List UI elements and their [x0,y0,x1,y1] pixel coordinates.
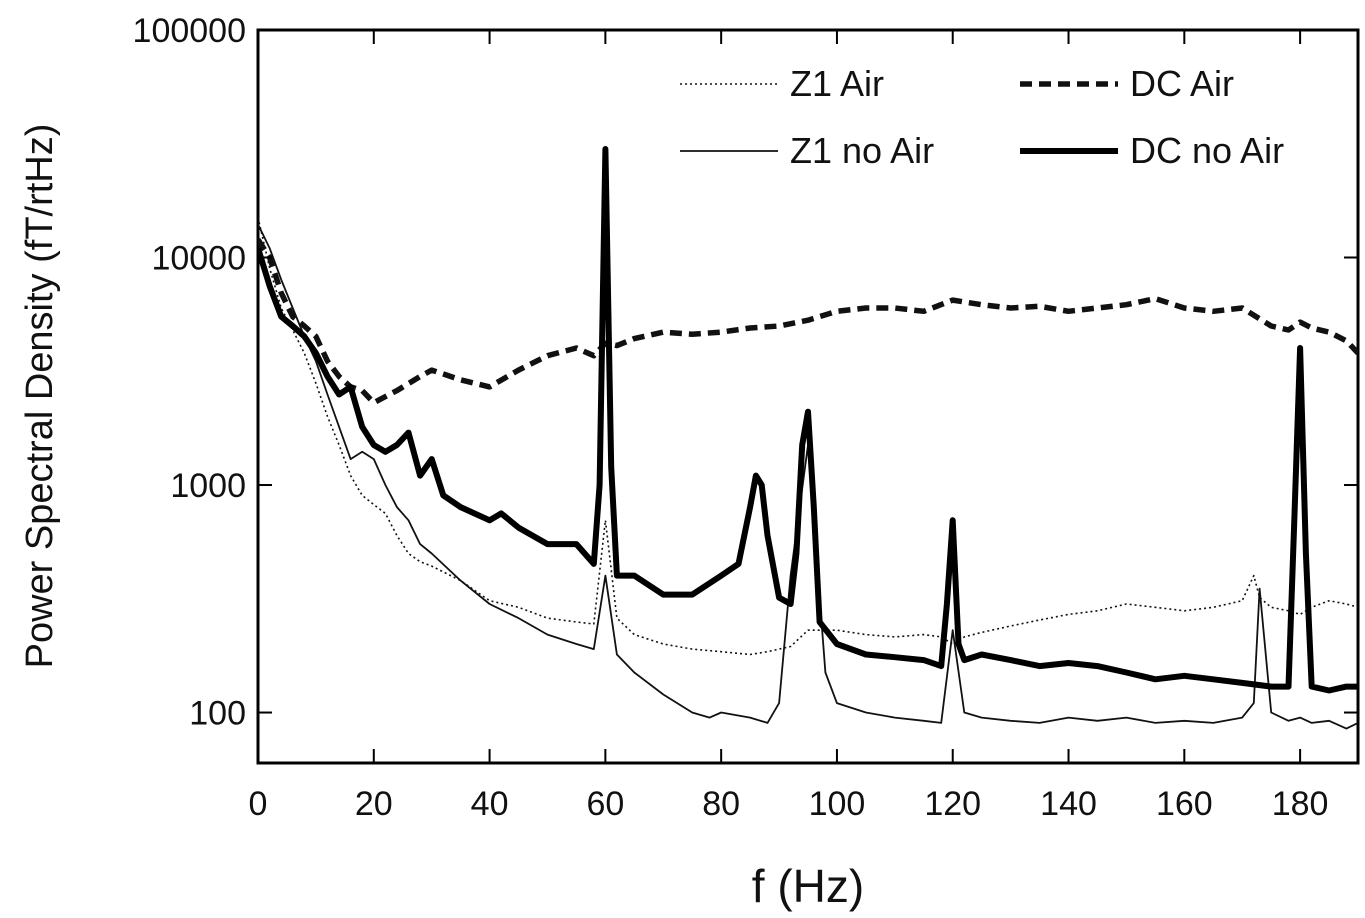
y-tick-label: 1000 [170,467,246,505]
series-layer [258,146,1358,730]
x-axis-title: f (Hz) [752,860,864,912]
y-tick-label: 100 [189,695,246,733]
y-axis-ticks: 100 1000 10000 100000 [133,12,1358,733]
y-axis-title: Power Spectral Density (fT/rtHz) [19,124,61,669]
y-tick-label: 10000 [151,240,246,278]
series-line-z1-no-air [258,223,1358,730]
x-tick-label: 160 [1156,785,1213,823]
series-line-dc-air [258,238,1358,406]
y-tick-label: 100000 [133,12,246,50]
x-tick-label: 60 [586,785,624,823]
legend-label: Z1 Air [790,63,884,104]
legend: Z1 Air DC Air Z1 no Air DC no Air [680,63,1284,171]
legend-label: DC no Air [1130,130,1284,171]
x-tick-label: 180 [1272,785,1329,823]
x-tick-label: 100 [809,785,866,823]
x-tick-label: 80 [702,785,740,823]
x-tick-label: 20 [355,785,393,823]
legend-label: Z1 no Air [790,130,934,171]
plot-area-frame [256,28,1360,765]
legend-label: DC Air [1130,63,1234,104]
x-axis-ticks: 0 20 40 60 80 100 120 140 160 180 [249,30,1329,823]
series-line-dc-no-air [258,146,1358,694]
x-tick-label: 120 [924,785,981,823]
x-tick-label: 0 [249,785,268,823]
x-tick-label: 140 [1040,785,1097,823]
x-tick-label: 40 [471,785,509,823]
